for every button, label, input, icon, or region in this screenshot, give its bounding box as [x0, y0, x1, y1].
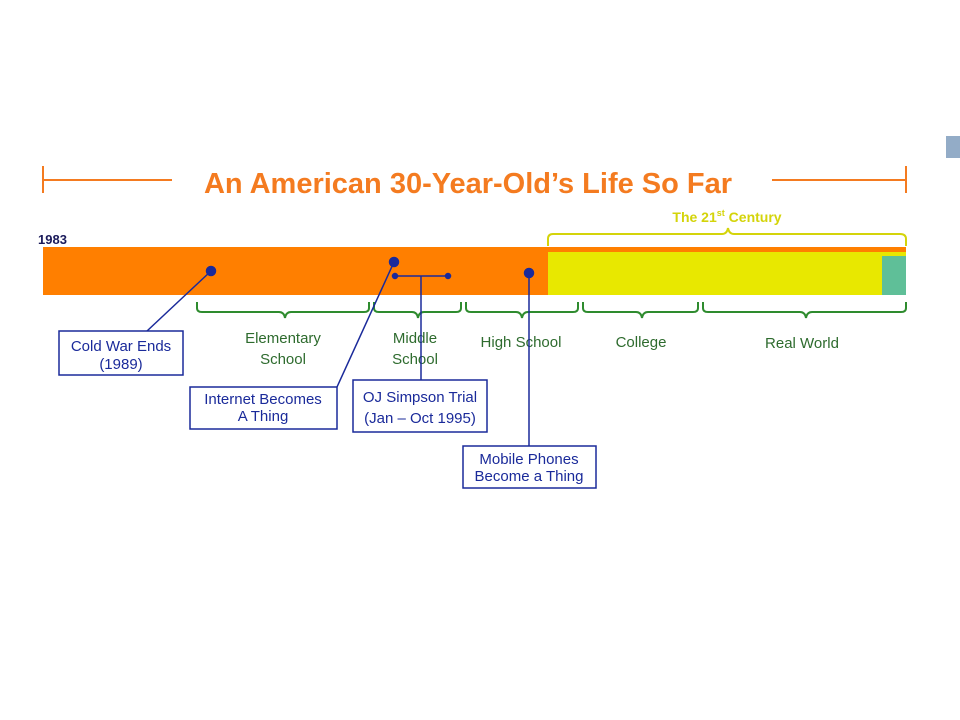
century-label: The 21st Century: [672, 208, 781, 225]
event-line-internet: [336, 261, 395, 388]
event-line-cold-war: [146, 270, 212, 332]
event-span-end-oj: [444, 272, 452, 280]
brace-high-school: [465, 302, 579, 319]
start-year-label: 1983: [38, 232, 67, 247]
event-label-internet: Internet Becomes A Thing: [204, 391, 322, 425]
event-box-internet: [189, 386, 338, 430]
period-label-real-world: Real World: [765, 335, 839, 352]
event-label-cold-war: Cold War Ends (1989): [71, 338, 171, 373]
bar-present: [882, 256, 906, 295]
event-box-oj-trial: [352, 379, 488, 433]
event-dot-cold-war: [205, 265, 217, 277]
brace-middle-school: [373, 302, 462, 319]
century-brace: [547, 227, 907, 246]
bar-21st-century-top-strip: [548, 247, 906, 252]
event-box-mobile: [462, 445, 597, 489]
period-label-college: College: [616, 334, 667, 351]
brace-college: [582, 302, 699, 319]
corner-accent: [946, 136, 960, 158]
event-box-cold-war: [58, 330, 184, 376]
title-bracket: [42, 166, 907, 193]
brace-real-world: [702, 302, 907, 319]
period-label-middle: Middle School: [392, 330, 438, 368]
diagram-title: An American 30-Year-Old’s Life So Far: [204, 168, 732, 200]
event-label-mobile: Mobile Phones Become a Thing: [475, 451, 584, 485]
brace-elementary-school: [196, 302, 370, 319]
bar-20th-century: [43, 247, 548, 295]
bar-21st-century: [548, 252, 906, 295]
event-label-oj-trial: OJ Simpson Trial (Jan – Oct 1995): [363, 389, 477, 427]
event-span-start-oj: [391, 272, 399, 280]
period-label-high-school: High School: [481, 334, 562, 351]
event-dot-internet: [388, 256, 400, 268]
timeline-bar: [43, 247, 906, 295]
period-label-elementary: Elementary School: [245, 330, 321, 368]
event-dot-mobile: [523, 267, 535, 279]
